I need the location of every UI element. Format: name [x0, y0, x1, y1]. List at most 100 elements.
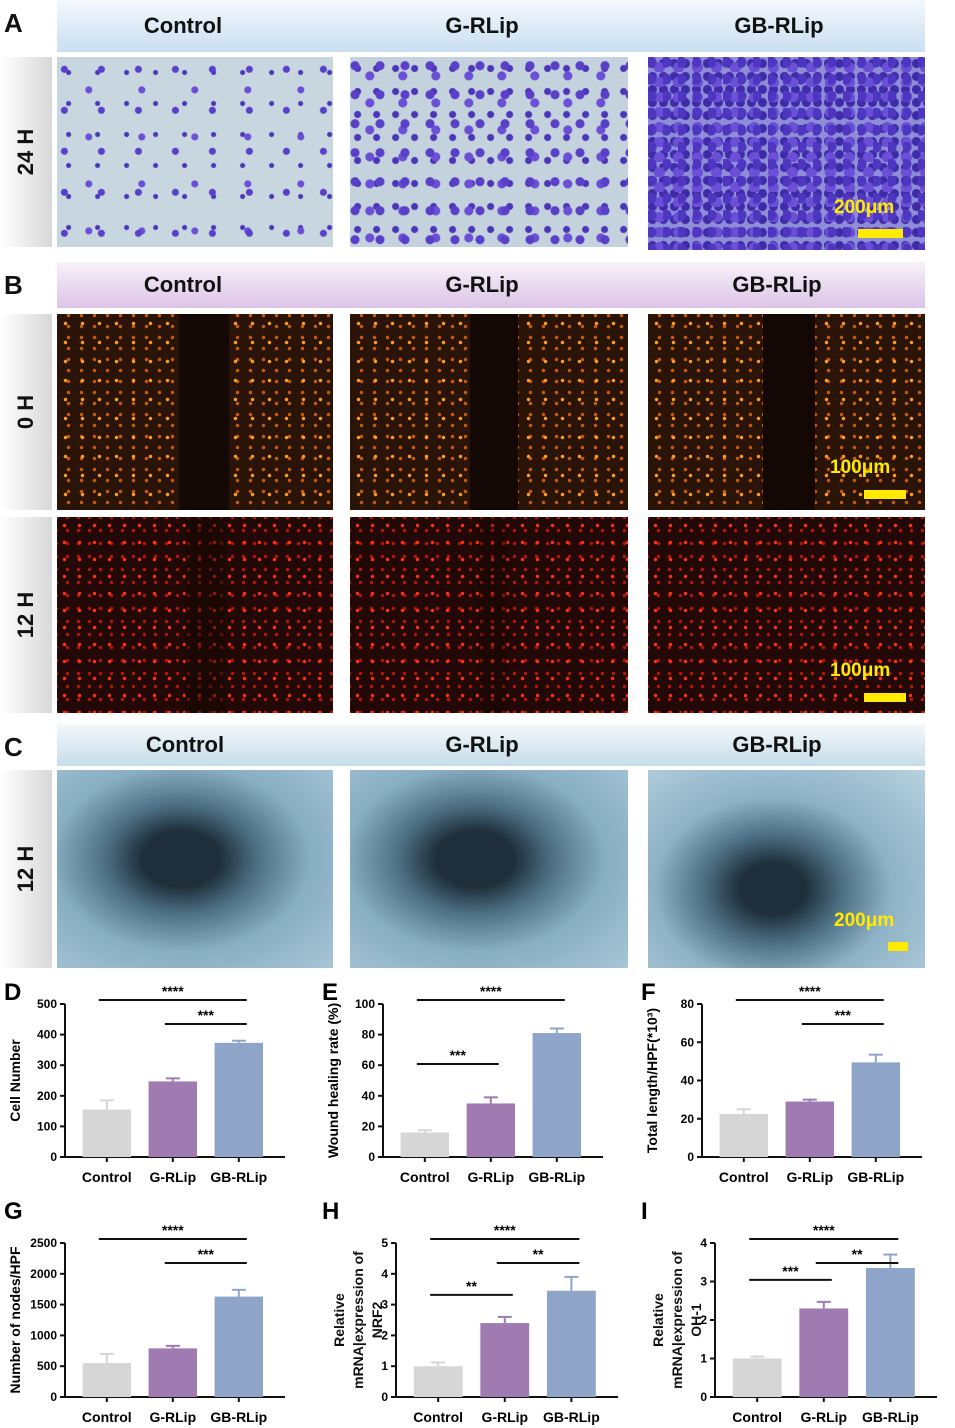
significance-label: **** [480, 983, 502, 999]
y-tick-label: 60 [362, 1058, 376, 1072]
significance-label: *** [835, 1007, 852, 1023]
bar-g-rlip [799, 1308, 849, 1397]
scale-bar-label: 200μm [834, 910, 895, 931]
x-tick-label: GB-RLip [847, 1169, 904, 1185]
x-tick-label: Control [82, 1169, 132, 1185]
y-tick-label: 300 [37, 1058, 57, 1072]
row-label-text: 0 H [13, 394, 38, 430]
y-tick-label: 2 [381, 1328, 388, 1342]
y-tick-label: 1000 [30, 1328, 57, 1342]
wound-image-control-12h [57, 517, 333, 713]
bar-gb-rlip [214, 1042, 263, 1157]
bar-g-rlip [480, 1323, 530, 1397]
x-tick-label: G-RLip [786, 1169, 833, 1185]
significance-label: **** [813, 1222, 835, 1238]
significance-label: *** [782, 1263, 799, 1279]
bar-gb-rlip [546, 1290, 596, 1397]
y-axis-label: Number of nodes/HPF [7, 1246, 23, 1393]
y-tick-label: 100 [37, 1119, 57, 1133]
wound-image-gb-rlip-12h: 100μm [648, 517, 925, 713]
bar-g-rlip [466, 1103, 515, 1157]
bar-gb-rlip [851, 1062, 900, 1157]
bar-gb-rlip [532, 1033, 581, 1157]
header-gb-rlip: GB-RLip [734, 13, 824, 38]
significance-label: ** [533, 1246, 544, 1262]
x-tick-label: G-RLip [149, 1409, 196, 1425]
header-g-rlip: G-RLip [445, 13, 519, 38]
chart-g: G Number of nodes/HPF 0 500 1000 1500 2000 2500… [4, 1198, 285, 1425]
y-tick-label: 3 [381, 1298, 388, 1312]
y-tick-label: 80 [362, 1028, 376, 1042]
header-g-rlip: G-RLip [445, 732, 519, 757]
y-tick-label: 1500 [30, 1298, 57, 1312]
wound-image-control-0h [57, 314, 333, 510]
significance-label: **** [799, 983, 821, 999]
y-tick-label: 2000 [30, 1267, 57, 1281]
panel-label-f: F [641, 979, 656, 1006]
header-c: Control G-RLip GB-RLip [57, 724, 925, 766]
significance-label: **** [162, 1222, 184, 1238]
tube-image-g-rlip [350, 770, 628, 968]
y-tick-label: 4 [381, 1267, 388, 1281]
header-g-rlip: G-RLip [445, 272, 519, 297]
bar-g-rlip [148, 1081, 197, 1157]
bar-control [732, 1358, 782, 1397]
panel-label-b: B [4, 270, 23, 300]
y-axis-label-i: Relative mRNA|expression of OH-1 [650, 1251, 704, 1389]
bar-g-rlip [148, 1348, 197, 1397]
row-label-text: 12 H [12, 591, 38, 639]
row-label-text: 24 H [12, 128, 38, 176]
tube-image-gb-rlip: 200μm [648, 770, 925, 968]
panel-label-a: A [4, 8, 23, 38]
y-tick-label: 40 [681, 1074, 695, 1088]
x-tick-label: Control [400, 1169, 450, 1185]
bar-control [413, 1366, 463, 1397]
x-tick-label: GB-RLip [528, 1169, 585, 1185]
y-tick-label: 0 [50, 1150, 57, 1164]
y-tick-label: 500 [37, 1359, 57, 1373]
y-tick-label: 1 [381, 1359, 388, 1373]
y-tick-label: 0 [381, 1390, 388, 1404]
y-tick-label: 5 [381, 1236, 388, 1250]
row-label-0h: 0 H [0, 314, 52, 510]
significance-label: ** [466, 1278, 477, 1294]
y-tick-label: 20 [362, 1119, 376, 1133]
x-tick-label: GB-RLip [862, 1409, 919, 1425]
panel-label-d: D [4, 979, 21, 1006]
x-tick-label: G-RLip [467, 1169, 514, 1185]
y-tick-label: 0 [368, 1150, 375, 1164]
significance-label: *** [450, 1047, 467, 1063]
tube-image-control [57, 770, 333, 968]
chart-d: D Cell Number 0 100 200 300 400 500 Control G-RLi… [4, 979, 285, 1185]
significance-label: **** [494, 1222, 516, 1238]
header-gb-rlip: GB-RLip [732, 272, 822, 297]
x-tick-label: Control [82, 1409, 132, 1425]
bar-gb-rlip [214, 1296, 263, 1397]
y-tick-label: 2 [700, 1313, 707, 1327]
scale-bar [858, 229, 903, 238]
bar-control [82, 1363, 131, 1397]
chart-f: F Total length/HPF(*10³) 0 20 40 60 80 Control G… [641, 979, 922, 1185]
header-control: Control [143, 13, 223, 38]
y-tick-label: 0 [50, 1390, 57, 1404]
y-tick-label: 3 [700, 1275, 707, 1289]
wound-image-gb-rlip-0h: 100μm [648, 314, 925, 510]
significance-label: *** [198, 1246, 215, 1262]
wound-image-g-rlip-12h [350, 517, 628, 713]
scale-bar-label: 200μm [834, 197, 895, 218]
y-tick-label: 2500 [30, 1236, 57, 1250]
panel-label-h: H [322, 1198, 339, 1225]
y-tick-label: 0 [700, 1390, 707, 1404]
significance-label: *** [198, 1007, 215, 1023]
x-tick-label: G-RLip [149, 1169, 196, 1185]
bar-gb-rlip [865, 1268, 915, 1397]
bar-g-rlip [785, 1101, 834, 1157]
panel-label-i: I [641, 1198, 648, 1225]
y-tick-label: 400 [37, 1028, 57, 1042]
y-tick-label: 80 [681, 997, 695, 1011]
significance-label: **** [162, 983, 184, 999]
y-tick-label: 500 [37, 997, 57, 1011]
